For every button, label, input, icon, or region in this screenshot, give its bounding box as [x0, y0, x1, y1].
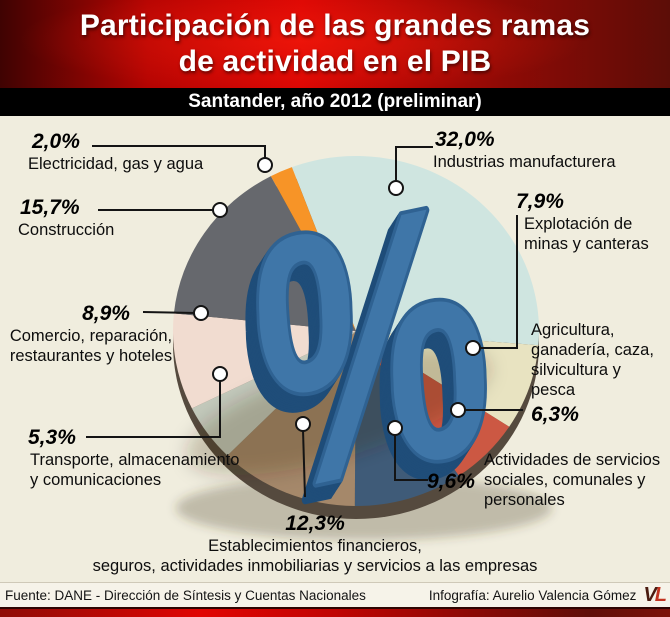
callout-comercio-pct: 8,9%	[82, 302, 130, 325]
leader-line-minas	[478, 215, 518, 349]
callout-construccion-pct: 15,7%	[20, 196, 80, 219]
callout-servicios-label-2: sociales, comunales y	[484, 471, 646, 489]
callout-industrias-pct: 32,0%	[435, 128, 495, 151]
callout-transporte-label-1: Transporte, almacenamiento	[30, 451, 240, 469]
pie-slice-7	[172, 313, 356, 409]
leader-dot-electricidad	[257, 157, 273, 173]
leader-dot-construccion	[212, 202, 228, 218]
leader-line-industrias	[395, 146, 433, 183]
footer: Fuente: DANE - Dirección de Síntesis y C…	[0, 582, 670, 607]
leader-dot-agricultura	[450, 402, 466, 418]
subtitle-text: Santander, año 2012 (preliminar)	[188, 91, 482, 112]
leader-line-servicios	[394, 433, 428, 481]
callout-electricidad: 2,0% Electricidad, gas y agua	[28, 130, 203, 174]
leader-line-transporte	[86, 380, 221, 438]
callout-financieros-pct: 12,3%	[285, 512, 345, 535]
callout-servicios: Actividades de servicios sociales, comun…	[484, 450, 660, 510]
callout-agricultura-label-3: silvicultura y	[531, 361, 621, 379]
page-title-line-1: Participación de las grandes ramas	[79, 9, 591, 42]
callout-financieros-label-1: Establecimientos financieros,	[208, 537, 422, 555]
header: Participación de las grandes ramas de ac…	[0, 0, 670, 88]
page-title-line-2: de actividad en el PIB	[178, 45, 492, 78]
callout-minas-label-1: Explotación de	[524, 215, 633, 233]
leader-dot-servicios	[387, 420, 403, 436]
leader-dot-transporte	[212, 366, 228, 382]
callout-agricultura-pct: 6,3%	[531, 403, 579, 426]
leader-lines	[86, 145, 523, 498]
subtitle-bar: Santander, año 2012 (preliminar)	[0, 88, 670, 116]
vl-logo-l: L	[654, 584, 667, 606]
callout-comercio: 8,9% Comercio, reparación, restaurantes …	[2, 302, 180, 366]
callout-comercio-label-1: Comercio, reparación,	[9, 327, 173, 345]
callout-transporte: 5,3% Transporte, almacenamiento y comuni…	[28, 426, 239, 490]
source-text: Fuente: DANE - Dirección de Síntesis y C…	[5, 587, 366, 603]
callout-industrias: 32,0% Industrias manufacturera	[433, 128, 616, 172]
leader-line-comercio	[142, 311, 197, 314]
leader-dot-minas	[465, 340, 481, 356]
vl-logo: VL	[643, 584, 667, 606]
vl-logo-v: V	[643, 584, 656, 606]
leader-dots	[193, 157, 481, 436]
leader-line-financieros	[302, 429, 306, 498]
callout-construccion-label: Construcción	[18, 221, 115, 239]
callout-agricultura: Agricultura, ganadería, caza, silvicultu…	[531, 320, 654, 427]
leader-dot-financieros	[295, 416, 311, 432]
pie-slice-9	[270, 167, 356, 331]
symbol-cast-shadow	[186, 347, 490, 475]
callout-servicios-label-1: Actividades de servicios	[484, 451, 661, 469]
callout-financieros-label-2: seguros, actividades inmobiliarias y ser…	[92, 557, 538, 575]
callout-minas-pct: 7,9%	[516, 190, 564, 213]
callout-transporte-pct: 5,3%	[28, 426, 76, 449]
callout-electricidad-label: Electricidad, gas y agua	[28, 155, 204, 173]
callout-minas: 7,9% Explotación de minas y canteras	[516, 190, 649, 254]
bottom-red-bar	[0, 607, 670, 617]
callout-construccion: 15,7% Construcción	[18, 196, 114, 240]
callout-financieros: 12,3% Establecimientos financieros, segu…	[60, 512, 570, 576]
callout-agricultura-label-1: Agricultura,	[531, 321, 615, 339]
callout-comercio-label-2: restaurantes y hoteles	[9, 347, 173, 365]
pie-chart-svg: %%%%%%%%%%%	[86, 125, 552, 582]
callout-electricidad-pct: 2,0%	[32, 130, 80, 153]
callout-minas-label-2: minas y canteras	[524, 235, 649, 253]
footer-credit: Infografía: Aurelio Valencia Gómez VL	[428, 584, 667, 606]
callout-servicios-label-3: personales	[484, 491, 565, 509]
credit-text: Infografía: Aurelio Valencia Gómez	[428, 587, 637, 603]
callout-servicios-pct: 9,6%	[427, 470, 475, 493]
pie-slice-1	[291, 156, 540, 346]
callout-agricultura-label-4: pesca	[531, 381, 576, 399]
pie-chart-area: %%%%%%%%%%%	[0, 116, 670, 582]
callout-industrias-label: Industrias manufacturera	[433, 153, 616, 171]
leader-dot-comercio	[193, 305, 209, 321]
callout-transporte-label-2: y comunicaciones	[30, 471, 162, 489]
leader-line-electricidad	[92, 145, 266, 160]
leader-dot-industrias	[388, 180, 404, 196]
callout-agricultura-label-2: ganadería, caza,	[531, 341, 654, 359]
